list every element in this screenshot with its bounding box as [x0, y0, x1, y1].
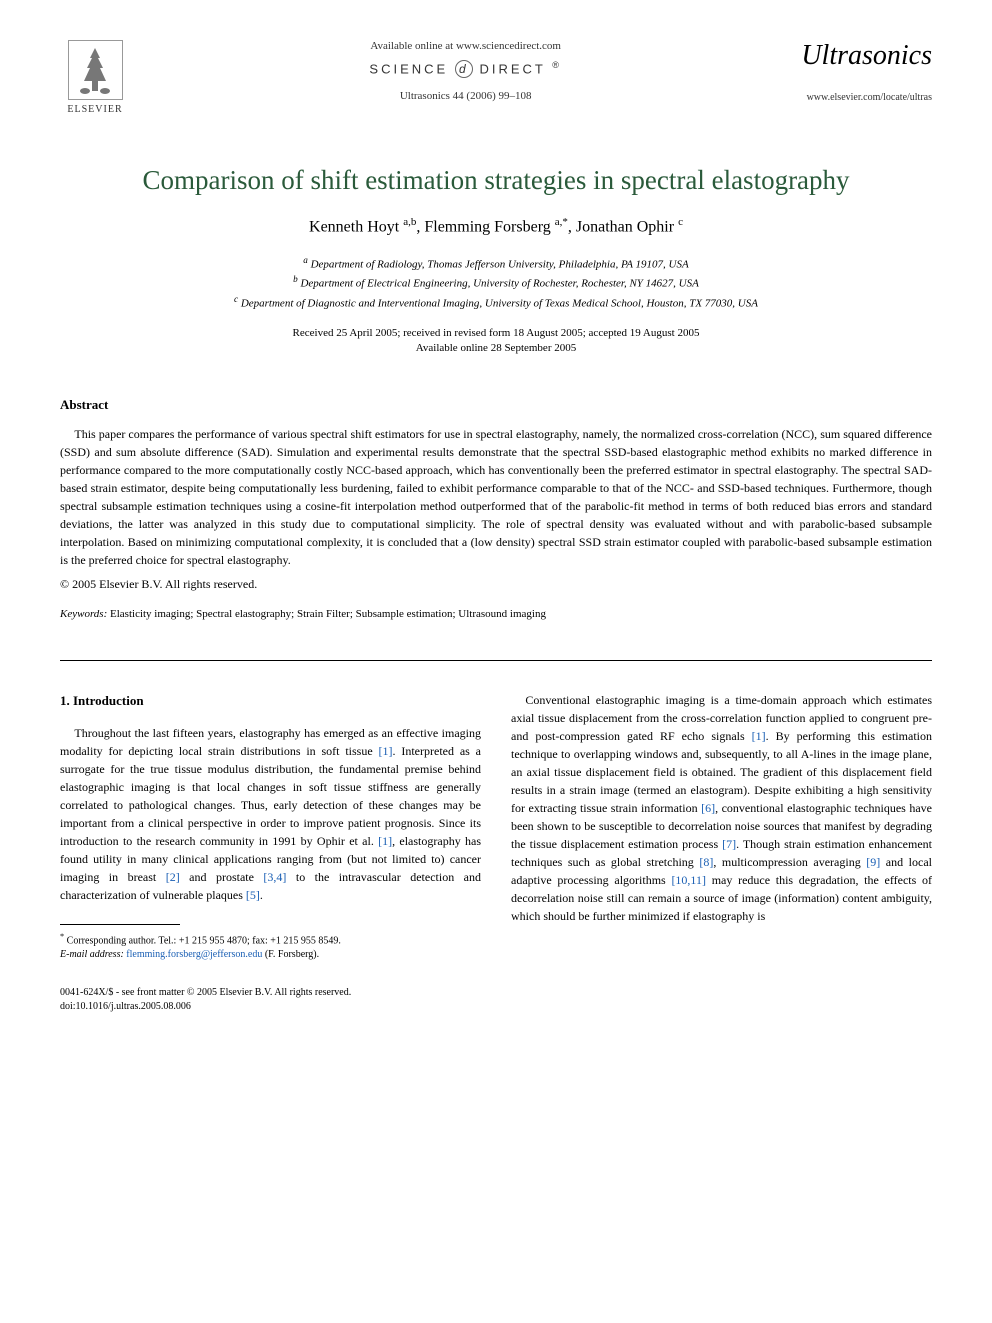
- body-columns: 1. Introduction Throughout the last fift…: [60, 691, 932, 963]
- journal-name: Ultrasonics: [801, 40, 932, 72]
- intro-para2: Conventional elastographic imaging is a …: [511, 691, 932, 925]
- footer-line2: doi:10.1016/j.ultras.2005.08.006: [60, 1000, 932, 1014]
- ref-5[interactable]: [5]: [246, 888, 260, 902]
- t2: . Interpreted as a surrogate for the tru…: [60, 744, 481, 848]
- footnote-line1: * Corresponding author. Tel.: +1 215 955…: [60, 931, 481, 948]
- corresponding-footnote: * Corresponding author. Tel.: +1 215 955…: [60, 931, 481, 962]
- journal-url: www.elsevier.com/locate/ultras: [801, 92, 932, 103]
- footnote-separator: [60, 924, 180, 925]
- dates-line2: Available online 28 September 2005: [60, 341, 932, 356]
- author1-sup: a,b: [403, 216, 416, 228]
- footnote-line2: E-mail address: flemming.forsberg@jeffer…: [60, 948, 481, 962]
- affiliation-c: c Department of Diagnostic and Intervent…: [60, 293, 932, 312]
- ref-1011[interactable]: [10,11]: [671, 873, 706, 887]
- keywords-text: Elasticity imaging; Spectral elastograph…: [107, 608, 546, 620]
- t4: and prostate: [180, 870, 264, 884]
- center-header: Available online at www.sciencedirect.co…: [130, 40, 801, 102]
- sd-text1: SCIENCE: [369, 61, 448, 76]
- science-direct-logo: SCIENCE d DIRECT ®: [130, 60, 801, 78]
- footnote-email-label: E-mail address:: [60, 949, 124, 960]
- ref-34[interactable]: [3,4]: [263, 870, 286, 884]
- t6: .: [260, 888, 263, 902]
- author2: , Flemming Forsberg: [416, 218, 554, 235]
- affiliation-a: a Department of Radiology, Thomas Jeffer…: [60, 254, 932, 273]
- footer: 0041-624X/$ - see front matter © 2005 El…: [60, 986, 932, 1014]
- elsevier-logo: ELSEVIER: [60, 40, 130, 125]
- keywords-label: Keywords:: [60, 608, 107, 620]
- elsevier-tree-icon: [68, 40, 123, 100]
- ref-2[interactable]: [2]: [166, 870, 180, 884]
- ref-1c[interactable]: [1]: [752, 729, 766, 743]
- affiliation-c-text: Department of Diagnostic and Interventio…: [241, 297, 758, 309]
- affiliations: a Department of Radiology, Thomas Jeffer…: [60, 254, 932, 311]
- authors-line: Kenneth Hoyt a,b, Flemming Forsberg a,*,…: [60, 216, 932, 236]
- dates-line1: Received 25 April 2005; received in revi…: [60, 326, 932, 341]
- affiliation-b: b Department of Electrical Engineering, …: [60, 273, 932, 292]
- r5: , multicompression averaging: [713, 855, 866, 869]
- right-column: Conventional elastographic imaging is a …: [511, 691, 932, 963]
- ref-1b[interactable]: [1]: [378, 834, 392, 848]
- affiliation-a-text: Department of Radiology, Thomas Jefferso…: [311, 259, 689, 271]
- ref-6[interactable]: [6]: [701, 801, 715, 815]
- ref-7[interactable]: [7]: [722, 837, 736, 851]
- ref-8[interactable]: [8]: [699, 855, 713, 869]
- journal-logo-block: Ultrasonics www.elsevier.com/locate/ultr…: [801, 40, 932, 103]
- journal-reference: Ultrasonics 44 (2006) 99–108: [130, 90, 801, 102]
- left-column: 1. Introduction Throughout the last fift…: [60, 691, 481, 963]
- available-online-text: Available online at www.sciencedirect.co…: [130, 40, 801, 52]
- abstract-copyright: © 2005 Elsevier B.V. All rights reserved…: [60, 577, 932, 592]
- abstract-text: This paper compares the performance of v…: [60, 425, 932, 569]
- author1: Kenneth Hoyt: [309, 218, 403, 235]
- author3-sup: c: [678, 216, 683, 228]
- footer-line1: 0041-624X/$ - see front matter © 2005 El…: [60, 986, 932, 1000]
- abstract-heading: Abstract: [60, 397, 932, 413]
- section-divider: [60, 660, 932, 661]
- ref-9[interactable]: [9]: [866, 855, 880, 869]
- affiliation-b-text: Department of Electrical Engineering, Un…: [300, 278, 698, 290]
- author2-sup: a,*: [555, 216, 568, 228]
- footnote-corresponding-text: Corresponding author. Tel.: +1 215 955 4…: [67, 935, 341, 946]
- footnote-email-suffix: (F. Forsberg).: [262, 949, 319, 960]
- ref-1[interactable]: [1]: [379, 744, 393, 758]
- footnote-email[interactable]: flemming.forsberg@jefferson.edu: [126, 949, 262, 960]
- sd-d-icon: d: [455, 60, 473, 78]
- article-title: Comparison of shift estimation strategie…: [60, 165, 932, 196]
- author3: , Jonathan Ophir: [568, 218, 678, 235]
- article-dates: Received 25 April 2005; received in revi…: [60, 326, 932, 357]
- intro-para1: Throughout the last fifteen years, elast…: [60, 724, 481, 904]
- header-row: ELSEVIER Available online at www.science…: [60, 40, 932, 125]
- abstract-body: This paper compares the performance of v…: [60, 427, 932, 567]
- elsevier-text: ELSEVIER: [67, 104, 122, 115]
- intro-heading: 1. Introduction: [60, 691, 481, 711]
- sd-text2: DIRECT: [479, 61, 545, 76]
- keywords-line: Keywords: Elasticity imaging; Spectral e…: [60, 608, 932, 620]
